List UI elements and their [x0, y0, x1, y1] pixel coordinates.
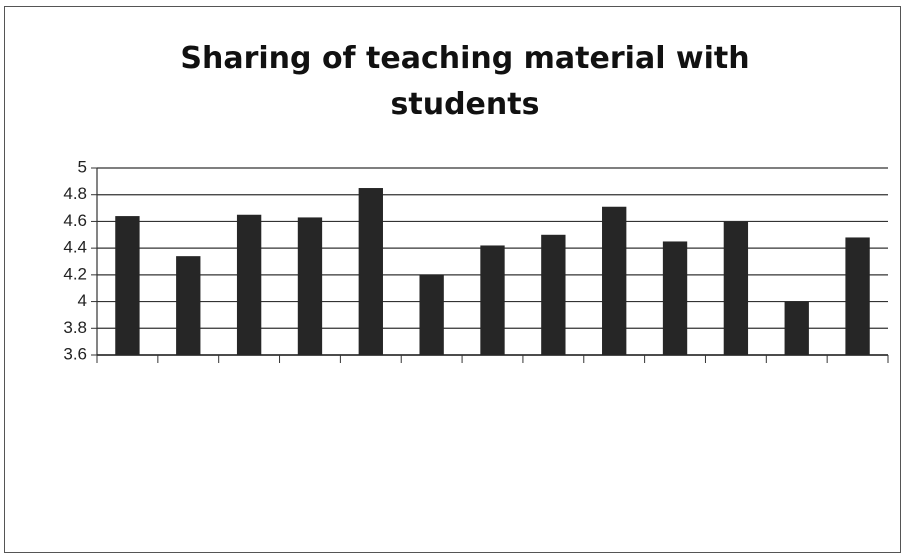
bar	[480, 245, 505, 355]
y-tick-label: 4.8	[63, 184, 87, 203]
bar	[358, 188, 383, 355]
bar	[723, 221, 749, 355]
bar	[602, 206, 627, 355]
chart-title: Sharing of teaching material with studen…	[180, 41, 750, 122]
bar	[541, 234, 566, 355]
y-tick-label: 4	[78, 291, 87, 310]
bar	[419, 274, 444, 355]
bar	[662, 241, 688, 355]
y-tick-label: 4.2	[63, 264, 87, 283]
bar	[236, 214, 262, 355]
bar	[115, 216, 140, 355]
y-tick-label: 5	[78, 157, 87, 176]
y-tick-label: 3.8	[63, 318, 87, 337]
bar	[297, 217, 323, 355]
y-tick-label: 3.6	[63, 344, 87, 363]
bar	[845, 237, 870, 355]
bar	[784, 301, 809, 355]
y-tick-label: 4.4	[63, 238, 87, 257]
chart-frame	[4, 6, 901, 553]
y-tick-label: 4.6	[63, 211, 87, 230]
bar	[176, 256, 201, 355]
